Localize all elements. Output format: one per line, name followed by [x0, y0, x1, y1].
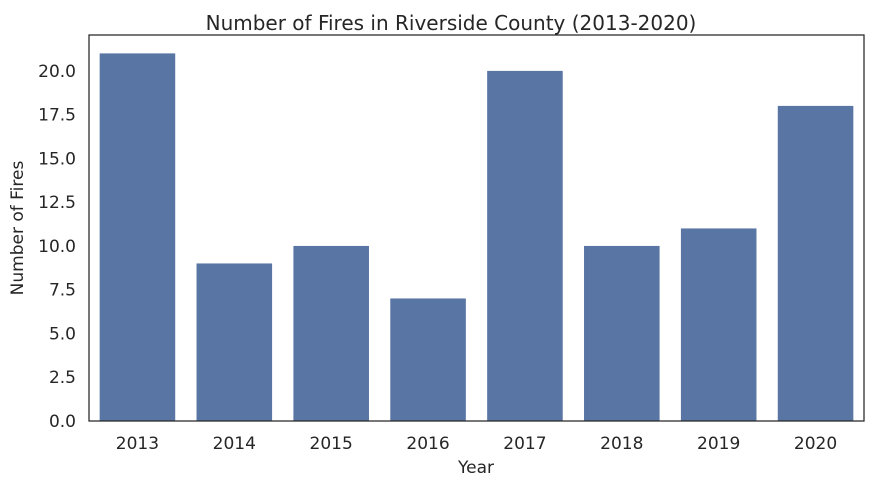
y-tick-label: 12.5	[38, 193, 76, 213]
x-tick-label: 2018	[600, 434, 643, 454]
x-tick-label: 2019	[697, 434, 740, 454]
x-tick-label: 2013	[116, 434, 159, 454]
y-tick-labels: 0.0 2.5 5.0 7.5 10.0 12.5 15.0 17.5 20.0	[38, 62, 76, 432]
x-tick-label: 2014	[213, 434, 256, 454]
y-tick-label: 5.0	[49, 324, 76, 344]
y-axis-label: Number of Fires	[8, 161, 28, 296]
x-tick-label: 2015	[310, 434, 353, 454]
bar-2017	[487, 70, 563, 421]
x-tick-label: 2017	[503, 434, 546, 454]
y-tick-label: 7.5	[49, 281, 76, 301]
x-axis-label: Year	[457, 458, 494, 478]
x-tick-label: 2016	[406, 434, 449, 454]
bar-2016	[390, 298, 466, 421]
y-tick-label: 20.0	[38, 62, 76, 82]
x-tick-label: 2020	[794, 434, 837, 454]
x-tick-labels: 2013 2014 2015 2016 2017 2018 2019 2020	[116, 434, 837, 454]
y-tick-label: 10.0	[38, 237, 76, 257]
bar-2014	[196, 263, 273, 421]
y-tick-label: 17.5	[38, 106, 76, 126]
y-tick-label: 15.0	[38, 149, 76, 169]
plot-frame	[88, 34, 865, 422]
bar-2020	[777, 105, 854, 422]
bars-group	[99, 53, 854, 422]
y-tick-label: 2.5	[49, 368, 76, 388]
bar-2019	[680, 228, 757, 421]
bar-2013	[99, 53, 176, 421]
bar-2018	[584, 245, 660, 421]
chart-title: Number of Fires in Riverside County (201…	[206, 11, 697, 35]
y-tick-label: 0.0	[49, 412, 76, 432]
bar-2015	[293, 245, 369, 421]
